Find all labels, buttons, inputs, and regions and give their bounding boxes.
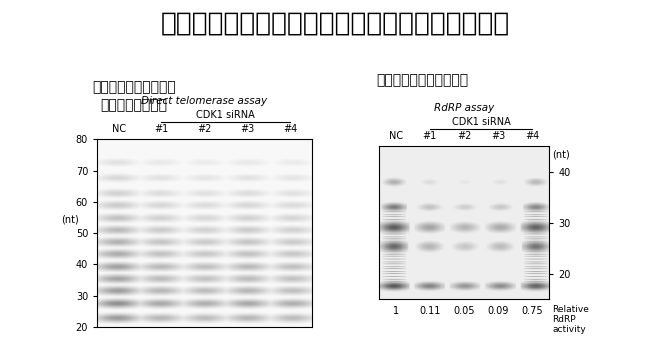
Text: (nt): (nt) [552,150,570,160]
Text: Direct telomerase assay: Direct telomerase assay [141,96,267,106]
Text: #1: #1 [423,131,437,141]
Text: #3: #3 [491,131,505,141]
Text: 細胞不死化酵素の活性
（テロメラーゼ）: 細胞不死化酵素の活性 （テロメラーゼ） [92,80,176,112]
Text: CDK1 siRNA: CDK1 siRNA [452,117,511,127]
Text: RdRP assay: RdRP assay [434,103,494,113]
Text: テロメラーゼの新規機能のスイッチをオフにする: テロメラーゼの新規機能のスイッチをオフにする [160,10,510,37]
Text: #2: #2 [197,124,212,134]
Text: テロメラーゼの新規機能: テロメラーゼの新規機能 [376,73,468,87]
Text: #1: #1 [154,124,169,134]
Text: 0.05: 0.05 [453,306,475,316]
Text: 1: 1 [393,306,399,316]
Text: CDK1 siRNA: CDK1 siRNA [196,110,255,120]
Text: (nt): (nt) [62,214,79,224]
Text: #2: #2 [457,131,471,141]
Text: NC: NC [389,131,403,141]
Text: 0.09: 0.09 [488,306,509,316]
Text: 0.11: 0.11 [419,306,440,316]
Text: #4: #4 [525,131,539,141]
Text: NC: NC [111,124,126,134]
Text: #3: #3 [240,124,255,134]
Text: #4: #4 [283,124,297,134]
Text: 0.75: 0.75 [521,306,543,316]
Text: Relative
RdRP
activity: Relative RdRP activity [552,304,589,334]
